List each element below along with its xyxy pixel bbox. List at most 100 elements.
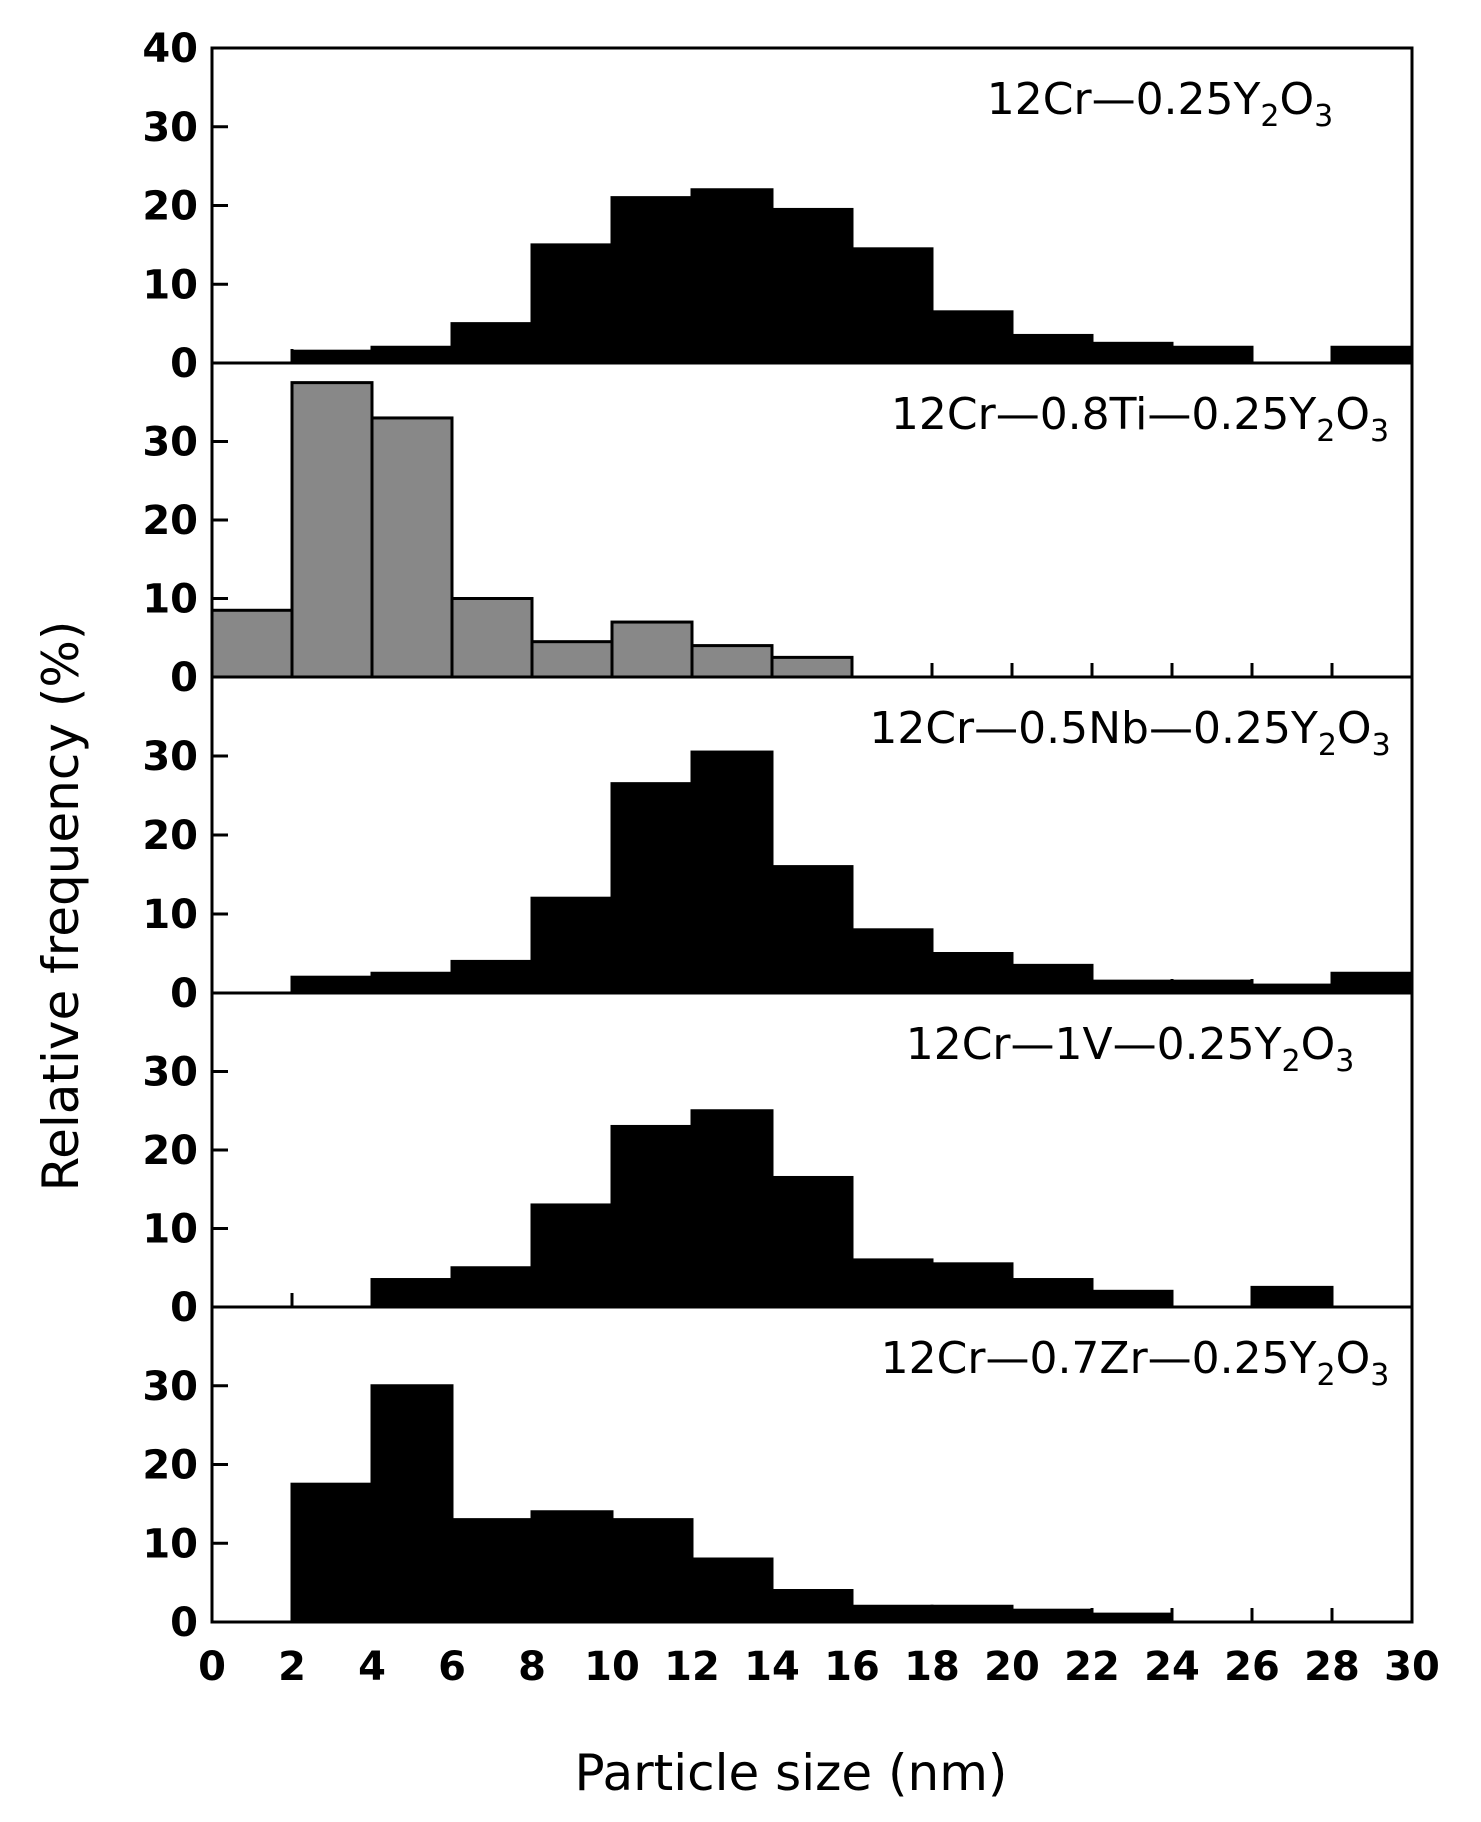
histogram-bar <box>290 1482 374 1624</box>
panel-label-part: 12Cr <box>881 1333 987 1384</box>
panel-label: 12Cr—0.8Ti—0.25Y2O3 <box>891 389 1389 449</box>
y-tick-label: 0 <box>170 1285 198 1331</box>
panel-label-part: 1V <box>1055 1019 1113 1070</box>
histogram-bar <box>610 620 694 679</box>
panel-label-part: O <box>1336 1333 1371 1384</box>
y-tick-label: 30 <box>142 734 198 780</box>
y-tick-label: 30 <box>142 105 198 151</box>
histogram-bar <box>850 928 934 995</box>
histogram-bar <box>1330 971 1414 995</box>
histogram-bar <box>530 243 614 365</box>
histogram-bar <box>290 349 374 365</box>
panel-label-part: — <box>996 389 1040 440</box>
panel-label-subscript: 2 <box>1260 99 1279 134</box>
panel-label-part: O <box>1280 74 1315 125</box>
histogram-bar <box>290 975 374 995</box>
histogram-bar <box>370 1278 454 1309</box>
x-tick-label: 24 <box>1144 1644 1200 1690</box>
panel-label-subscript: 2 <box>1281 1044 1300 1079</box>
panel-label-subscript: 3 <box>1370 414 1389 449</box>
panel-label-part: 0.5Nb <box>1018 703 1149 754</box>
histogram-bar <box>210 608 294 679</box>
panel-label-part: — <box>1011 1019 1055 1070</box>
histogram-bar <box>930 1604 1014 1624</box>
histogram-bar <box>1170 345 1254 365</box>
panel-label-part: 12Cr <box>891 389 997 440</box>
histogram-bar <box>930 310 1014 365</box>
histogram-bar <box>370 345 454 365</box>
x-tick-label: 18 <box>904 1644 960 1690</box>
y-tick-label: 10 <box>142 1207 198 1253</box>
x-tick-label: 16 <box>824 1644 880 1690</box>
y-tick-label: 10 <box>142 577 198 623</box>
y-tick-label: 20 <box>142 813 198 859</box>
y-tick-label: 20 <box>142 498 198 544</box>
panel-label-part: 0.25Y <box>1191 389 1316 440</box>
y-tick-label: 30 <box>142 1364 198 1410</box>
histogram-bar <box>690 750 774 995</box>
text-labels: 40302010012Cr—0.25Y2O3302010012Cr—0.8Ti—… <box>142 26 1440 1690</box>
histogram-bar <box>690 1557 774 1624</box>
histogram-bar <box>450 322 534 365</box>
histogram-bar <box>450 1266 534 1309</box>
x-tick-label: 30 <box>1384 1644 1440 1690</box>
x-tick-label: 28 <box>1304 1644 1360 1690</box>
panel-label-part: — <box>1147 389 1191 440</box>
panel-label-part: — <box>985 1333 1029 1384</box>
panel-label-part: 0.25Y <box>1136 74 1261 125</box>
panel-label-part: 0.25Y <box>1193 703 1318 754</box>
y-tick-label: 0 <box>170 971 198 1017</box>
y-tick-label: 10 <box>142 1521 198 1567</box>
histogram-bar <box>610 782 694 995</box>
y-axis-title: Relative frequency (%) <box>32 621 90 1192</box>
y-tick-label: 40 <box>142 26 198 72</box>
histogram-bar <box>930 1262 1014 1309</box>
panel-label-part: O <box>1337 703 1372 754</box>
panel-label-part: O <box>1301 1019 1336 1070</box>
histogram-bar <box>290 381 374 679</box>
y-tick-label: 30 <box>142 420 198 466</box>
y-tick-label: 0 <box>170 655 198 701</box>
histogram-bar <box>1010 1608 1094 1624</box>
panel-label-subscript: 2 <box>1317 1358 1336 1393</box>
x-tick-label: 26 <box>1224 1644 1280 1690</box>
y-tick-label: 20 <box>142 1443 198 1489</box>
histogram-bar <box>850 247 934 365</box>
histogram-bar <box>770 1175 854 1309</box>
panel-label-part: 0.25Y <box>1157 1019 1282 1070</box>
histogram-bar <box>1250 1285 1334 1309</box>
x-tick-label: 2 <box>278 1644 306 1690</box>
y-tick-label: 0 <box>170 341 198 387</box>
panel-label-part: 12Cr <box>869 703 975 754</box>
x-tick-label: 12 <box>664 1644 720 1690</box>
panel-label-part: — <box>1092 74 1136 125</box>
panel-label: 12Cr—0.25Y2O3 <box>987 74 1334 134</box>
y-tick-label: 10 <box>142 262 198 308</box>
panel-label: 12Cr—0.7Zr—0.25Y2O3 <box>881 1333 1390 1393</box>
panel-label-subscript: 2 <box>1316 414 1335 449</box>
histogram-bar <box>690 1109 774 1309</box>
y-tick-label: 0 <box>170 1600 198 1646</box>
histogram-bar <box>450 959 534 995</box>
y-tick-label: 30 <box>142 1050 198 1096</box>
histogram-bar <box>1170 979 1254 995</box>
panel-label-subscript: 3 <box>1370 1358 1389 1393</box>
histogram-bar <box>370 971 454 995</box>
histogram-bar <box>1330 345 1414 365</box>
x-tick-label: 0 <box>198 1644 226 1690</box>
x-tick-label: 6 <box>438 1644 466 1690</box>
panel-label-part: 0.8Ti <box>1040 389 1148 440</box>
panel-label-part: O <box>1335 389 1370 440</box>
histogram-bar <box>610 196 694 365</box>
histogram-bar <box>530 640 614 679</box>
panel-label-subscript: 3 <box>1314 99 1333 134</box>
x-tick-label: 22 <box>1064 1644 1120 1690</box>
histogram-bar <box>530 1203 614 1309</box>
histogram-bar <box>610 1518 694 1624</box>
panel-label: 12Cr—1V—0.25Y2O3 <box>906 1019 1355 1079</box>
histogram-bar <box>530 1510 614 1624</box>
panel-label-part: — <box>1148 1333 1192 1384</box>
panel-label-part: 12Cr <box>906 1019 1012 1070</box>
histogram-bar <box>1010 963 1094 995</box>
